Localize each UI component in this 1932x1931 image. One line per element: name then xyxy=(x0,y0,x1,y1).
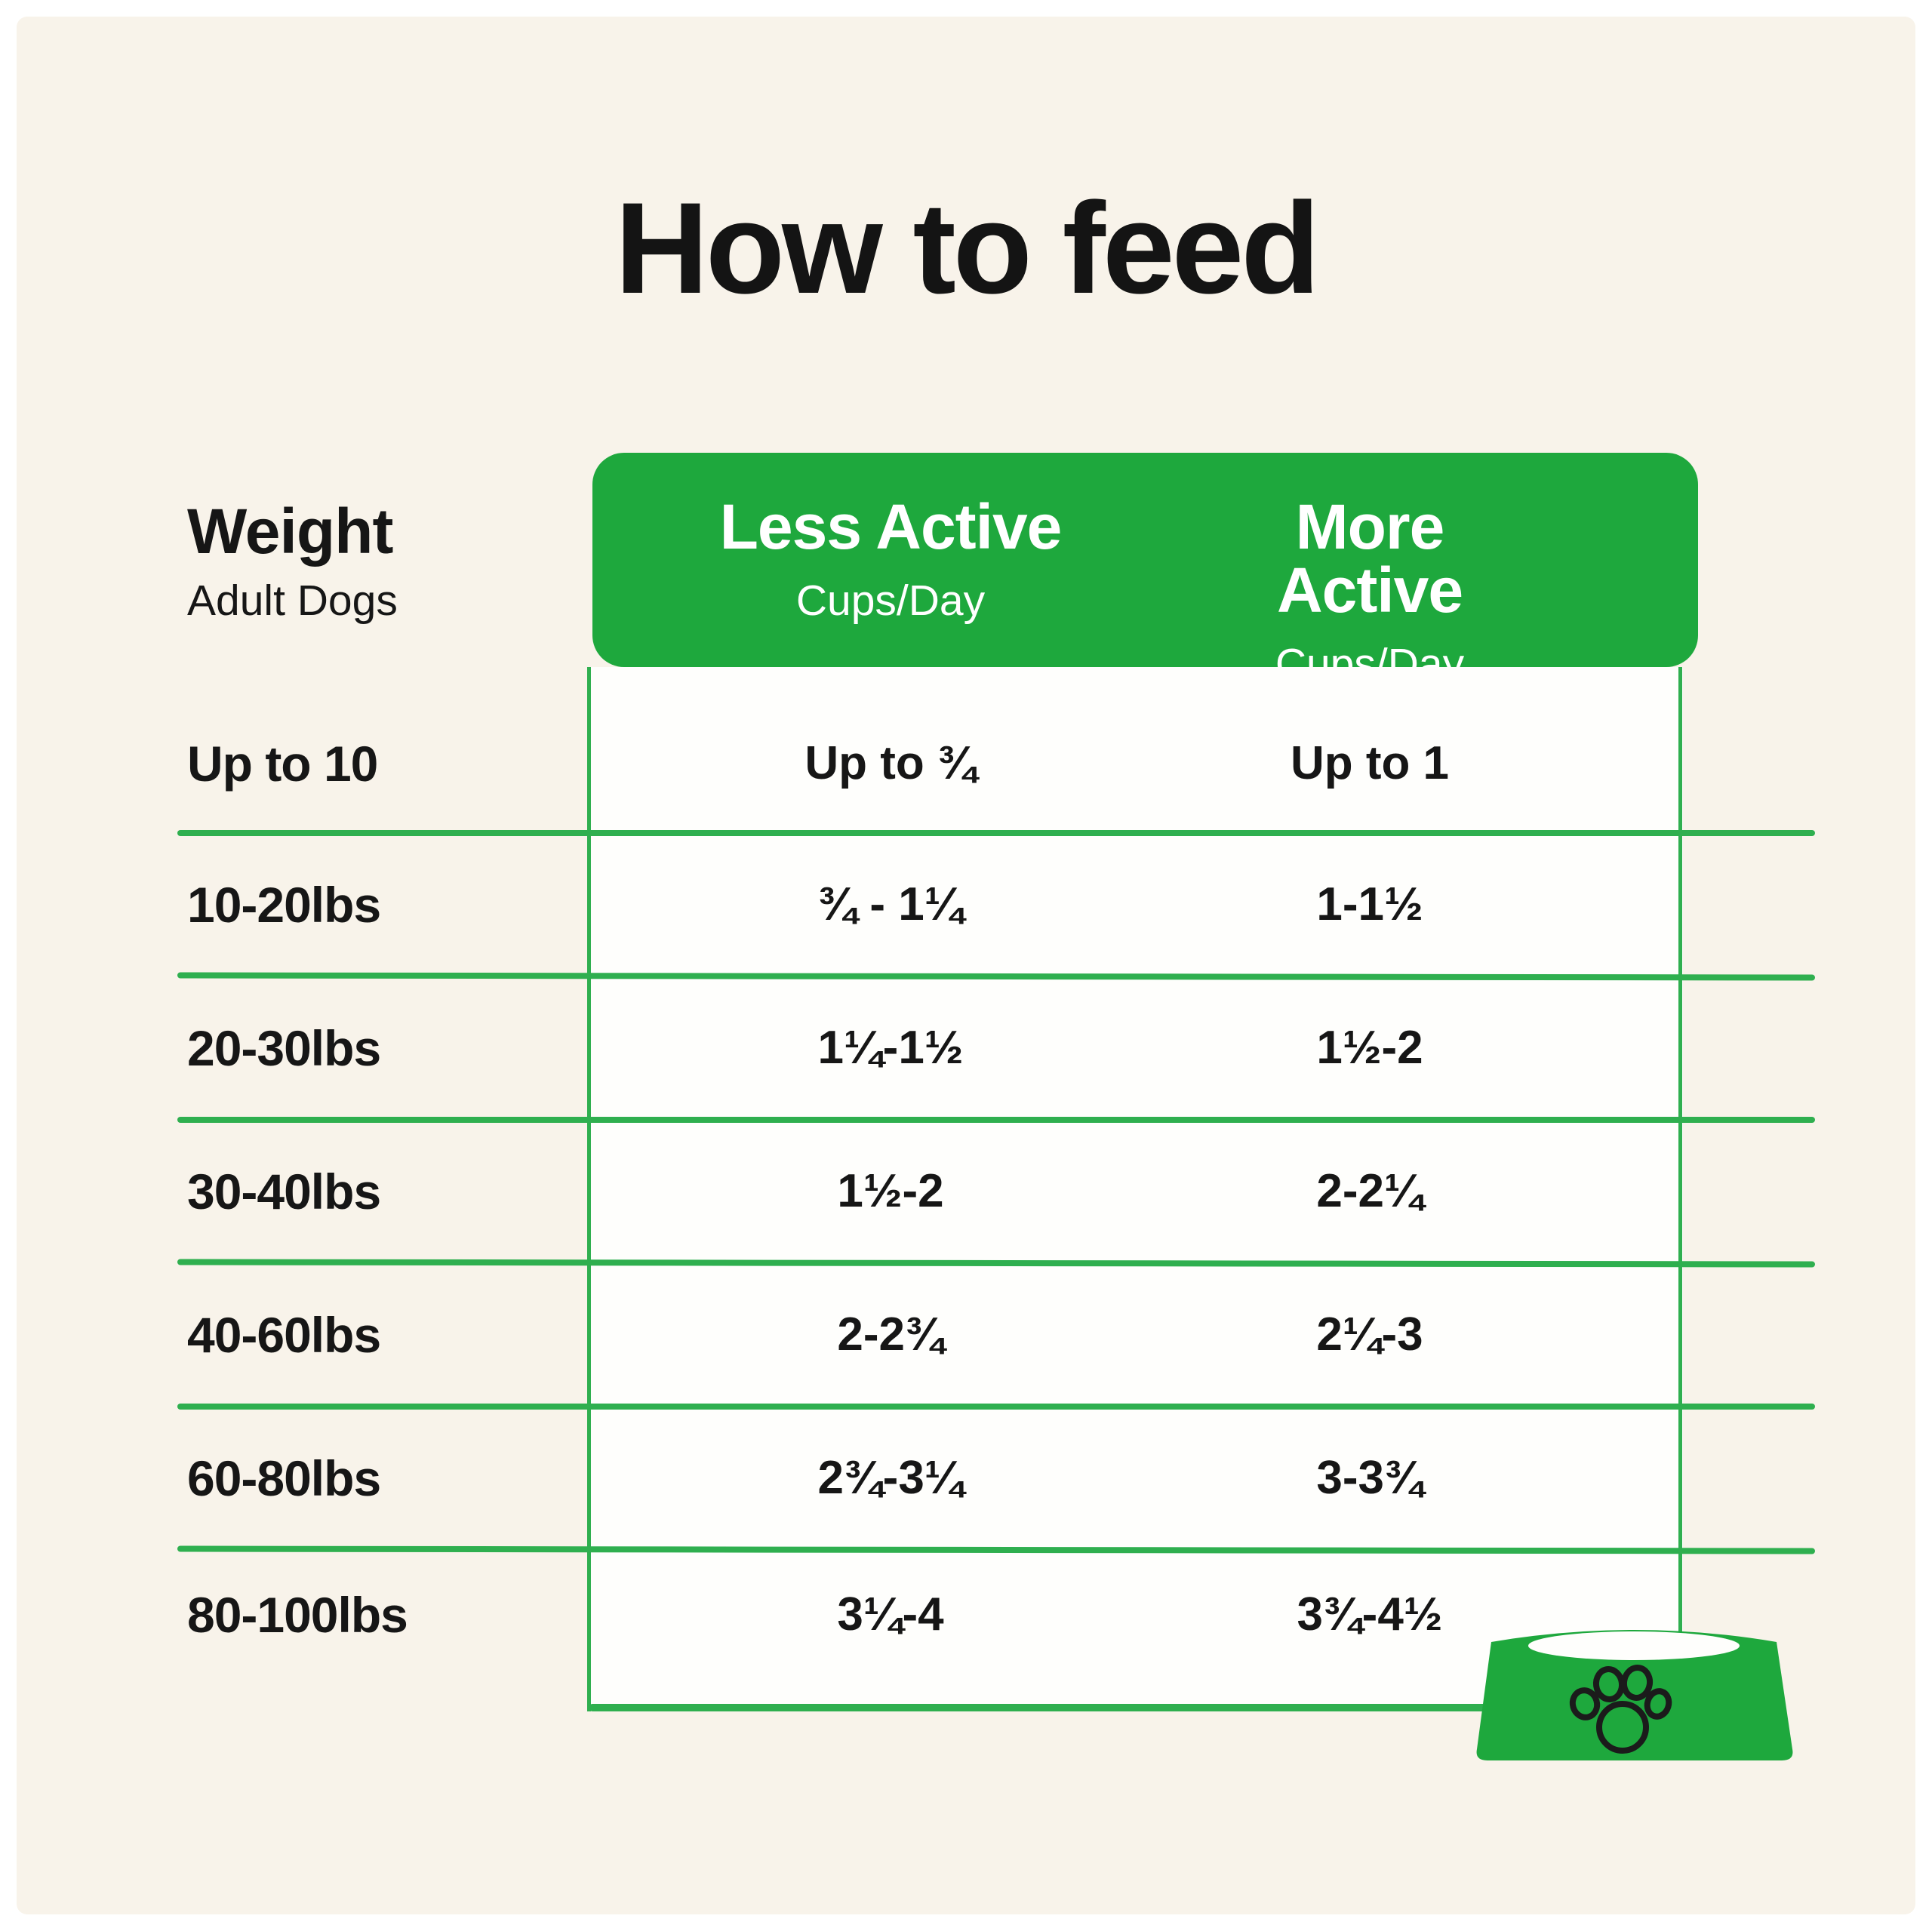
table-body xyxy=(589,667,1683,1708)
table-right-border xyxy=(1678,667,1682,1711)
weight-range: 60-80lbs xyxy=(187,1450,381,1506)
weight-range: 30-40lbs xyxy=(187,1164,381,1219)
row-separator xyxy=(177,1404,1815,1410)
dog-bowl-icon xyxy=(1476,1630,1793,1760)
more-active-value: 2-2¼ xyxy=(1316,1165,1423,1217)
more-active-value: 1½-2 xyxy=(1316,1022,1423,1074)
table-header-band: Less Active Cups/Day More Active Cups/Da… xyxy=(592,453,1698,686)
column-header-more-active: More Active Cups/Day xyxy=(1206,453,1534,686)
bowl-opening xyxy=(1528,1631,1740,1660)
less-active-value: ¾ - 1¼ xyxy=(817,878,964,930)
weight-column-subtitle: Adult Dogs xyxy=(187,577,398,625)
more-active-value: Up to 1 xyxy=(1290,737,1450,789)
more-active-value: 2¼-3 xyxy=(1316,1308,1423,1361)
less-active-value: 1½-2 xyxy=(837,1165,944,1217)
less-active-units: Cups/Day xyxy=(795,577,986,625)
row-separator xyxy=(177,1117,1815,1123)
less-active-value: Up to ¾ xyxy=(804,737,977,789)
weight-range: 20-30lbs xyxy=(187,1020,381,1076)
weight-column-title: Weight xyxy=(187,496,393,567)
weight-range: Up to 10 xyxy=(187,736,378,792)
less-active-value: 1¼-1½ xyxy=(817,1022,964,1074)
page-title: How to feed xyxy=(614,176,1321,321)
less-active-value: 2¾-3¼ xyxy=(817,1452,964,1504)
weight-range: 40-60lbs xyxy=(187,1307,381,1363)
weight-range: 10-20lbs xyxy=(187,877,381,933)
paw-print-icon xyxy=(1569,1665,1672,1754)
weight-range: 80-100lbs xyxy=(187,1587,408,1643)
less-active-value: 3¼-4 xyxy=(837,1588,944,1640)
column-header-less-active: Less Active Cups/Day xyxy=(719,453,1063,625)
more-active-value: 3¾-4½ xyxy=(1297,1588,1443,1640)
row-separator xyxy=(177,830,1815,836)
more-active-label: More Active xyxy=(1276,491,1463,626)
less-active-value: 2-2¾ xyxy=(837,1308,944,1361)
more-active-value: 1-1½ xyxy=(1316,878,1423,930)
less-active-label: Less Active xyxy=(719,491,1063,562)
table-bottom-border xyxy=(589,1704,1684,1711)
more-active-value: 3-3¾ xyxy=(1316,1452,1423,1504)
table-left-border xyxy=(587,667,591,1711)
